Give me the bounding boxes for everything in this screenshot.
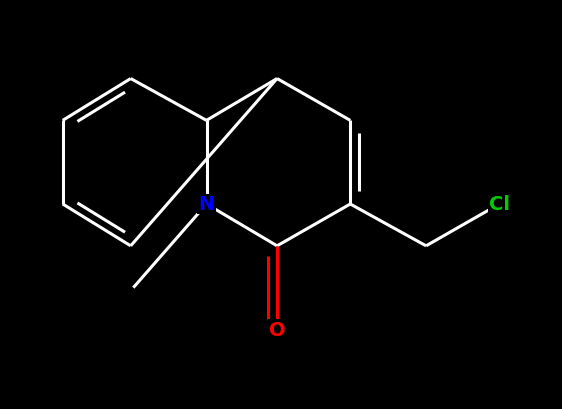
Text: N: N xyxy=(198,195,215,214)
Text: Cl: Cl xyxy=(489,195,510,214)
Text: O: O xyxy=(269,320,285,339)
